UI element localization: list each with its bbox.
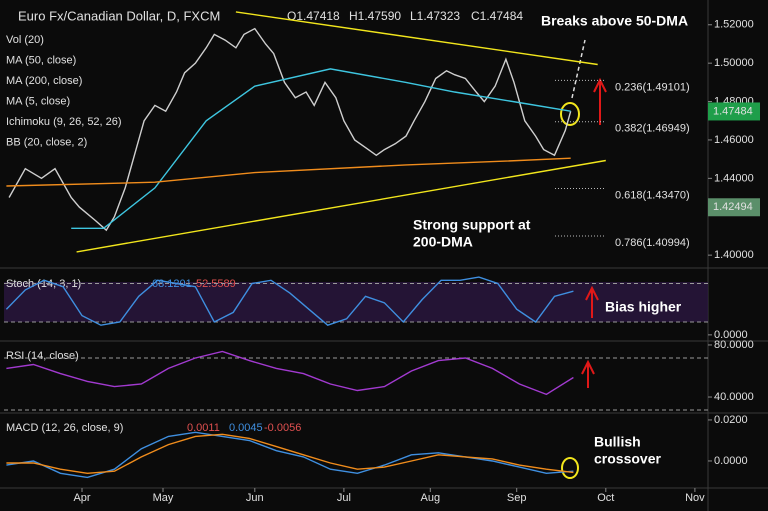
x-tick-label: Aug	[421, 492, 441, 504]
annotation: Breaks above 50-DMA	[541, 13, 688, 29]
ohlc: L1.47323	[410, 9, 460, 23]
indicator-legend: Ichimoku (9, 26, 52, 26)	[6, 116, 122, 128]
series-line	[6, 157, 571, 187]
annotation: Strong support at	[413, 217, 531, 233]
trendline	[235, 11, 598, 66]
y-tick-label: 1.40000	[714, 249, 754, 261]
fib-label: 0.786(1.40994)	[615, 237, 690, 249]
ohlc: H1.47590	[349, 9, 401, 23]
up-arrow	[581, 359, 595, 388]
x-tick-label: Sep	[507, 492, 527, 504]
x-tick-label: Oct	[597, 492, 614, 504]
x-tick-label: Nov	[685, 492, 705, 504]
legend-value: 0.0011	[187, 422, 220, 434]
fib-label: 0.618(1.43470)	[615, 189, 690, 201]
series-line	[6, 350, 574, 396]
indicator-legend: MACD (12, 26, close, 9)	[6, 422, 123, 434]
ohlc: C1.47484	[471, 9, 523, 23]
annotation: Bullish	[594, 434, 641, 450]
fib-label: 0.382(1.46949)	[615, 123, 690, 135]
annotation: 200-DMA	[413, 234, 473, 250]
up-arrow	[585, 285, 599, 318]
chart-title: Euro Fx/Canadian Dollar, D, FXCM	[18, 8, 220, 23]
price-badge-label: 1.47484	[713, 105, 753, 117]
y-tick-label: 80.0000	[714, 339, 754, 351]
series-line	[8, 27, 572, 232]
y-tick-label: 0.0200	[714, 414, 748, 426]
stoch-band	[4, 282, 708, 322]
indicator-legend: Vol (20)	[6, 34, 44, 46]
series-line	[5, 276, 574, 326]
y-tick-label: 40.0000	[714, 391, 754, 403]
legend-value: 0.0045	[229, 422, 263, 434]
indicator-legend: RSI (14, close)	[6, 350, 79, 362]
projection-arrow	[571, 39, 586, 99]
y-tick-label: 1.52000	[714, 19, 754, 31]
y-tick-label: 0.0000	[714, 329, 748, 341]
series-line	[6, 433, 574, 475]
x-tick-label: Jun	[246, 492, 264, 504]
indicator-legend: MA (50, close)	[6, 54, 76, 66]
indicator-legend: MA (5, close)	[6, 95, 70, 107]
y-tick-label: 0.0000	[714, 455, 748, 467]
y-tick-label: 1.50000	[714, 57, 754, 69]
y-tick-label: 1.46000	[714, 134, 754, 146]
annotation: Bias higher	[605, 299, 682, 315]
highlight-circle	[561, 457, 579, 479]
annotation: crossover	[594, 451, 661, 467]
trendline	[76, 159, 606, 253]
series-line	[71, 68, 571, 229]
price-badge	[708, 198, 760, 217]
indicator-legend: MA (200, close)	[6, 75, 82, 87]
indicator-legend: BB (20, close, 2)	[6, 136, 87, 148]
legend-value: -0.0056	[264, 422, 301, 434]
highlight-circle	[560, 102, 580, 126]
x-tick-label: Apr	[73, 492, 90, 504]
fib-label: 0.236(1.49101)	[615, 81, 690, 93]
series-line	[6, 431, 574, 479]
price-badge-label: 1.42494	[713, 201, 753, 213]
price-badge	[708, 102, 760, 121]
y-tick-label: 1.44000	[714, 172, 754, 184]
ohlc: O1.47418	[287, 9, 340, 23]
x-tick-label: Jul	[337, 492, 351, 504]
x-tick-label: May	[153, 492, 174, 504]
